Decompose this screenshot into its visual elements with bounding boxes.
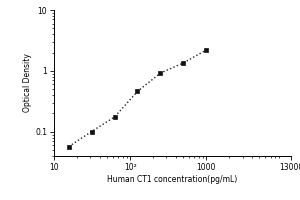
Y-axis label: Optical Density: Optical Density [23,54,32,112]
X-axis label: Human CT1 concentration(pg/mL): Human CT1 concentration(pg/mL) [107,175,238,184]
